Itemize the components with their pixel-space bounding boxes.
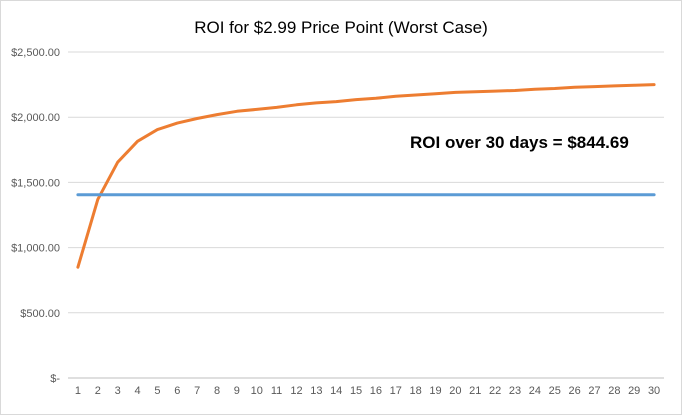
x-tick-label: 4 <box>134 385 140 397</box>
x-tick-label: 3 <box>115 385 121 397</box>
x-tick-label: 22 <box>489 385 501 397</box>
x-tick-label: 1 <box>75 385 81 397</box>
x-tick-label: 30 <box>648 385 660 397</box>
x-tick-label: 28 <box>608 385 620 397</box>
x-tick-label: 25 <box>549 385 561 397</box>
x-tick-label: 26 <box>568 385 580 397</box>
x-tick-label: 21 <box>469 385 481 397</box>
x-tick-label: 5 <box>154 385 160 397</box>
chart-title: ROI for $2.99 Price Point (Worst Case) <box>194 18 488 37</box>
y-tick-label: $- <box>50 373 60 385</box>
x-tick-label: 18 <box>410 385 422 397</box>
gridlines <box>68 51 664 379</box>
x-tick-label: 17 <box>390 385 402 397</box>
y-tick-label: $500.00 <box>20 308 60 320</box>
series-lines <box>76 83 656 269</box>
x-tick-label: 2 <box>95 385 101 397</box>
x-tick-label: 27 <box>588 385 600 397</box>
x-tick-label: 19 <box>429 385 441 397</box>
x-tick-label: 16 <box>370 385 382 397</box>
x-tick-label: 24 <box>529 385 541 397</box>
x-tick-label: 10 <box>251 385 263 397</box>
x-tick-label: 15 <box>350 385 362 397</box>
x-tick-label: 8 <box>214 385 220 397</box>
y-tick-label: $2,500.00 <box>11 47 60 59</box>
x-tick-label: 29 <box>628 385 640 397</box>
x-tick-label: 23 <box>509 385 521 397</box>
x-tick-label: 7 <box>194 385 200 397</box>
x-tick-label: 6 <box>174 385 180 397</box>
roi-annotation: ROI over 30 days = $844.69 <box>410 133 629 152</box>
x-tick-label: 11 <box>271 385 282 397</box>
y-tick-label: $2,000.00 <box>11 112 60 124</box>
y-tick-label: $1,000.00 <box>11 243 60 255</box>
x-tick-label: 14 <box>330 385 342 397</box>
y-axis-tick-labels: $- $500.00 $1,000.00 $1,500.00 $2,000.00 $2,5… <box>11 47 60 385</box>
y-tick-label: $1,500.00 <box>11 177 60 189</box>
x-tick-label: 20 <box>449 385 461 397</box>
x-tick-label: 9 <box>234 385 240 397</box>
x-tick-label: 12 <box>290 385 302 397</box>
x-axis-tick-labels: 1 2 3 4 5 6 7 8 9 10 11 12 13 14 15 16 17 18 19 20 21 22 23 24 2… <box>75 385 660 397</box>
x-tick-label: 13 <box>310 385 322 397</box>
series-line-roi <box>76 83 656 269</box>
